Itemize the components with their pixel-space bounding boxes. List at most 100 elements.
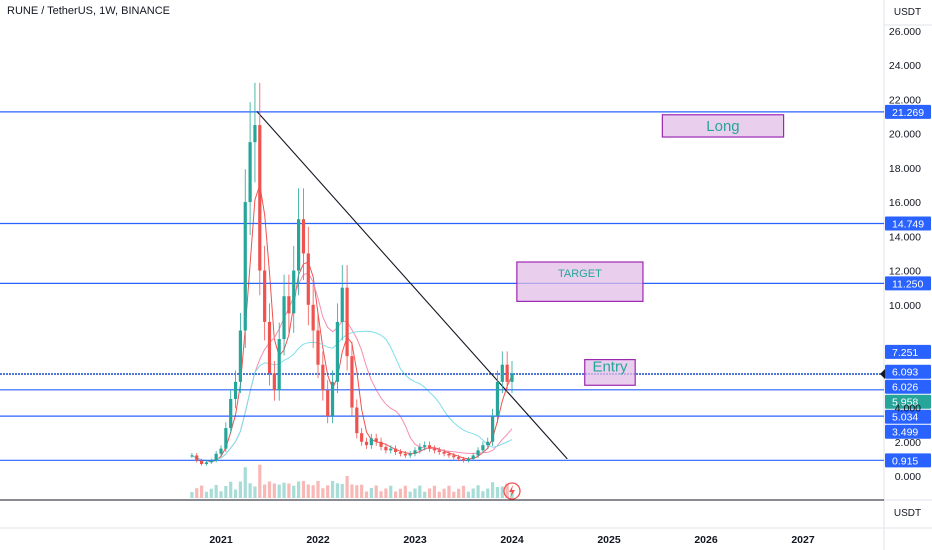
volume-bar <box>466 491 470 498</box>
price-label-text: 5.958 <box>892 397 918 409</box>
price-label-box <box>885 379 931 394</box>
candle-body <box>195 455 199 461</box>
volume-bar <box>306 484 310 498</box>
price-label-text: 21.269 <box>892 107 924 119</box>
volume-bar <box>209 488 213 498</box>
price-tick-label: 0.000 <box>895 471 921 483</box>
candle-body <box>263 270 267 322</box>
volume-bar <box>335 483 339 498</box>
candle-body <box>350 356 354 408</box>
currency-selector-bottom[interactable]: USDT <box>893 508 922 519</box>
price-label-box <box>885 424 931 439</box>
volume-bar <box>258 464 262 498</box>
candle-body <box>486 441 490 446</box>
candle-body <box>316 330 320 365</box>
volume-bar <box>233 489 238 498</box>
volume-bar <box>214 485 218 498</box>
candle-body <box>447 453 451 456</box>
candle-body <box>311 304 315 331</box>
price-tick-label: 14.000 <box>889 231 921 243</box>
candle-body <box>243 202 247 331</box>
price-tick-label: 12.000 <box>889 266 921 278</box>
volume-bar <box>253 486 257 498</box>
price-label-box <box>885 276 931 291</box>
volume-bar <box>389 485 393 498</box>
volume-bar <box>311 485 315 498</box>
price-label-box <box>885 344 931 359</box>
volume-bar <box>447 485 451 498</box>
candle-body <box>408 453 412 456</box>
price-axis: 26.000 24.000 22.000 20.000 18.000 16.000 14.0… <box>889 26 921 483</box>
price-label-text: 14.749 <box>892 218 924 230</box>
volume-bar <box>200 485 204 498</box>
time-tick-label: 2023 <box>403 534 427 546</box>
candle-body <box>466 458 470 461</box>
annotation-label-entry: Entry <box>592 359 628 376</box>
candle-body <box>360 433 364 442</box>
candle-body <box>471 455 475 459</box>
annotation-box-target <box>516 261 644 302</box>
candle-body <box>374 438 378 442</box>
volume-bar <box>287 483 291 498</box>
volume-bar <box>457 488 461 498</box>
price-label-text: 6.093 <box>892 367 918 379</box>
candle-body <box>306 253 310 305</box>
price-label-text: 6.026 <box>892 382 918 394</box>
price-label-box <box>885 104 931 119</box>
time-tick-label: 2026 <box>694 534 718 546</box>
candle-body <box>190 455 194 457</box>
volume-bar <box>340 484 344 498</box>
candles <box>190 82 514 466</box>
logo-bolt <box>509 485 515 498</box>
price-label-text: 5.034 <box>892 412 918 424</box>
volume-bar <box>204 491 209 498</box>
candle-body <box>272 373 276 391</box>
tradingview-logo-icon <box>503 482 521 500</box>
volume-bar <box>432 485 436 498</box>
volume-bar <box>394 491 398 498</box>
time-axis: 2021 2022 2023 2024 2025 2026 2027 <box>209 534 815 546</box>
price-label-box <box>885 409 931 424</box>
volume-bar <box>413 488 417 498</box>
candle-body <box>335 321 339 382</box>
candle-body <box>233 381 238 399</box>
time-tick-label: 2021 <box>209 534 233 546</box>
price-label-box <box>885 394 931 409</box>
candle-body <box>481 445 485 451</box>
candle-body <box>209 460 213 463</box>
volume-bar <box>248 483 252 498</box>
volume-bar <box>301 481 306 498</box>
volume-bar <box>408 491 412 498</box>
candle-body <box>427 445 432 449</box>
candle-body <box>248 142 252 203</box>
candle-body <box>457 457 461 459</box>
price-tick-label: 24.000 <box>889 60 921 72</box>
logo-circle <box>503 482 521 500</box>
candle-body <box>330 381 335 417</box>
volume-bar <box>369 488 373 498</box>
currency-selector-top[interactable]: USDT <box>893 7 922 18</box>
volume-bar <box>297 481 301 498</box>
volume-bar <box>219 491 223 498</box>
candle-body <box>442 452 446 454</box>
volume-bar <box>316 481 320 498</box>
candle-body <box>364 441 369 446</box>
volume-bar <box>427 488 432 498</box>
annotation-boxes: Long TARGET Entry <box>516 114 785 386</box>
candle-body <box>505 364 509 382</box>
volume-bar <box>224 486 228 498</box>
volume-bar <box>486 488 490 498</box>
candle-body <box>229 398 233 429</box>
price-tick-label: 20.000 <box>889 129 921 141</box>
time-tick-label: 2024 <box>500 534 524 546</box>
price-label-text: 0.915 <box>892 455 918 467</box>
annotation-label-target: TARGET <box>558 268 602 280</box>
candle-body <box>500 364 504 382</box>
candle-body <box>292 270 296 314</box>
volume-bar <box>423 491 427 498</box>
annotation-box-long <box>661 114 785 138</box>
trendline <box>256 110 568 460</box>
candle-body <box>495 381 500 417</box>
candle-body <box>384 446 388 451</box>
